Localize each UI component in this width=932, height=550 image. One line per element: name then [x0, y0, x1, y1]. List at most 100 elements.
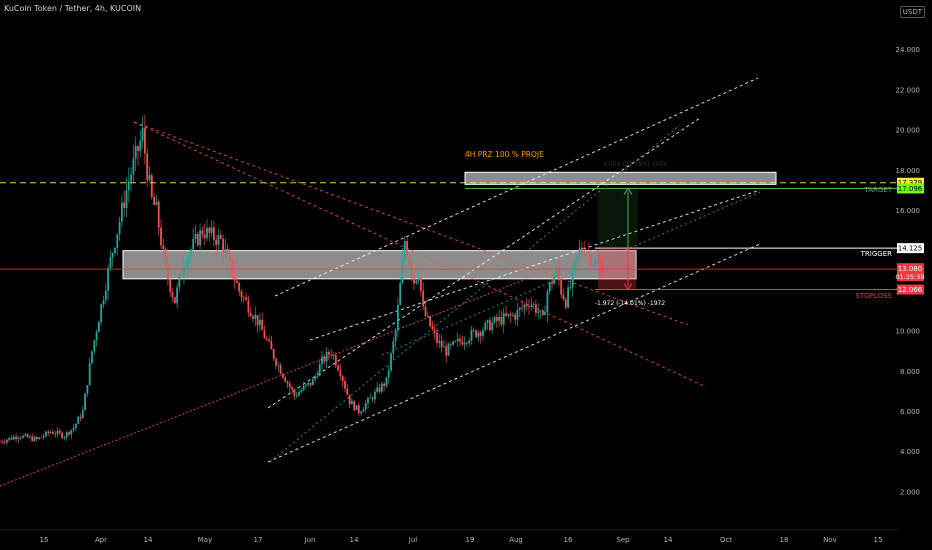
candle-body: [252, 316, 254, 319]
candle-body: [498, 316, 500, 321]
candle-body: [592, 264, 595, 266]
candle-body: [42, 436, 45, 438]
symbol-title: KuCoin Token / Tether, 4h, KUCOIN: [4, 4, 142, 13]
candle-body: [486, 320, 489, 323]
candle-body: [157, 201, 160, 228]
candle-body: [98, 321, 100, 332]
candle-body: [385, 377, 388, 387]
candle-body: [139, 140, 142, 151]
target-price-badge-text: 17.096: [898, 185, 923, 193]
candle-body: [137, 146, 139, 151]
prz-projection-zone: [464, 171, 777, 185]
candle-body: [33, 436, 36, 441]
candle-body: [305, 384, 307, 386]
candle-body: [394, 330, 397, 342]
candle-body: [185, 264, 188, 267]
candle-body: [6, 439, 8, 443]
candle-body: [551, 282, 553, 284]
candle-body: [433, 329, 436, 333]
candle-body: [153, 196, 155, 205]
candle-body: [332, 354, 335, 356]
candle-body: [63, 437, 66, 439]
candle-body: [111, 253, 114, 258]
candle-body: [387, 370, 390, 378]
candle-body: [330, 354, 333, 356]
candle-body: [300, 390, 303, 393]
candle-body: [314, 376, 316, 380]
candle-body: [160, 227, 162, 246]
candle-body: [459, 338, 461, 342]
candle-body: [279, 365, 282, 374]
candle-body: [401, 258, 404, 284]
candle-body: [141, 128, 144, 141]
candle-body: [571, 269, 574, 288]
candle-body: [525, 304, 528, 307]
candle-body: [123, 202, 126, 208]
candle-body: [132, 158, 135, 175]
candle-body: [58, 430, 61, 433]
support-resistance-zone: [122, 250, 637, 280]
candle-body: [210, 227, 213, 233]
candle-body: [104, 290, 107, 301]
candle-body: [376, 387, 379, 392]
candle-body: [298, 392, 300, 396]
candle-body: [438, 340, 441, 343]
candle-body: [254, 315, 257, 319]
price-axis[interactable]: 24.00022.00020.00018.00016.00014.00012.0…: [895, 0, 932, 550]
candle-body: [346, 388, 349, 395]
candle-body: [316, 375, 319, 377]
channel-top-line: [274, 77, 759, 297]
candle-body: [180, 274, 183, 276]
candle-body: [472, 330, 475, 331]
time-axis[interactable]: 15 Apr 14 May 17 Jun 14 Jul 19 Aug 16 Sep 14 Oct 18 Nov…: [0, 529, 897, 544]
candle-body: [242, 297, 245, 299]
candle-body: [374, 391, 376, 400]
candle-body: [75, 423, 77, 428]
candle-body: [84, 393, 86, 411]
candle-body: [470, 330, 473, 341]
candle-body: [215, 239, 218, 245]
time-tick-label: 14: [350, 536, 359, 544]
candle-body: [406, 241, 408, 257]
candle-body: [426, 315, 429, 317]
stoploss-price-badge: [897, 284, 924, 295]
price-tick-label: 18.000: [896, 167, 921, 175]
candle-body: [194, 234, 197, 239]
candle-body: [19, 437, 22, 439]
stoploss-price-badge-text: 12.066: [898, 286, 923, 294]
upper-resistance-trendline: [133, 121, 689, 326]
candle-body: [171, 291, 174, 297]
channel-lower-teal-line: [381, 191, 761, 356]
time-tick-label: 18: [780, 536, 789, 544]
candle-body: [247, 299, 250, 313]
time-tick-label: 14: [144, 536, 153, 544]
candle-body: [88, 362, 91, 386]
candle-body: [408, 256, 411, 265]
candle-body: [249, 312, 252, 317]
candle-body: [125, 190, 128, 208]
candle-body: [291, 387, 293, 390]
candle-body: [47, 431, 50, 433]
candle-body: [224, 248, 227, 254]
range-down-label: -1.972 (-14.01%) -1972: [595, 300, 665, 307]
currency-button[interactable]: USDT: [899, 6, 925, 18]
candle-body: [535, 304, 537, 313]
projection-price-badge: [897, 177, 924, 188]
candle-body: [178, 274, 181, 288]
candle-body: [261, 319, 264, 331]
candle-body: [167, 265, 169, 280]
candle-body: [45, 431, 47, 437]
candle-body: [380, 383, 383, 392]
candle-body: [422, 290, 425, 307]
candle-body: [558, 266, 560, 281]
candle-body: [286, 381, 289, 384]
candle-body: [240, 291, 243, 298]
candle-body: [134, 146, 137, 159]
time-tick-label: Oct: [720, 536, 732, 544]
candle-body: [199, 230, 201, 246]
candle-body: [475, 330, 477, 337]
candle-body: [219, 235, 222, 239]
candle-body: [196, 234, 199, 246]
candle-body: [500, 316, 503, 325]
